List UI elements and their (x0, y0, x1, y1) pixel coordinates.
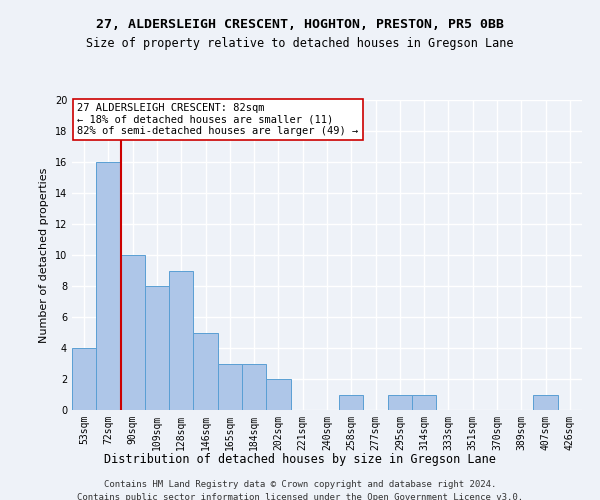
Bar (242, 364, 266, 410)
Bar (169, 270, 193, 410)
Text: Contains public sector information licensed under the Open Government Licence v3: Contains public sector information licen… (77, 492, 523, 500)
Bar (266, 379, 290, 410)
Bar (145, 286, 169, 410)
Bar (72, 348, 96, 410)
Bar (218, 364, 242, 410)
Text: Size of property relative to detached houses in Gregson Lane: Size of property relative to detached ho… (86, 38, 514, 51)
Bar (388, 394, 412, 410)
Bar (193, 332, 218, 410)
Text: 27, ALDERSLEIGH CRESCENT, HOGHTON, PRESTON, PR5 0BB: 27, ALDERSLEIGH CRESCENT, HOGHTON, PREST… (96, 18, 504, 30)
Y-axis label: Number of detached properties: Number of detached properties (39, 168, 49, 342)
Bar (121, 255, 145, 410)
Bar (533, 394, 558, 410)
Text: Distribution of detached houses by size in Gregson Lane: Distribution of detached houses by size … (104, 452, 496, 466)
Bar (339, 394, 364, 410)
Text: Contains HM Land Registry data © Crown copyright and database right 2024.: Contains HM Land Registry data © Crown c… (104, 480, 496, 489)
Bar (412, 394, 436, 410)
Bar (96, 162, 121, 410)
Text: 27 ALDERSLEIGH CRESCENT: 82sqm
← 18% of detached houses are smaller (11)
82% of : 27 ALDERSLEIGH CRESCENT: 82sqm ← 18% of … (77, 103, 358, 136)
